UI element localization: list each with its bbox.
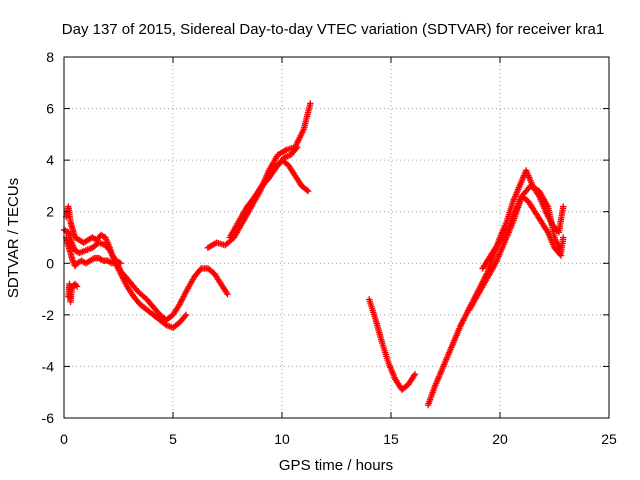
- series-pass-4: [65, 280, 81, 306]
- data-point: [557, 252, 565, 259]
- data-point: [411, 370, 419, 378]
- plot-frame: [63, 56, 610, 419]
- series-pass-3: [62, 234, 124, 270]
- data-points: [60, 100, 567, 409]
- data-point: [72, 282, 80, 289]
- data-point: [98, 256, 105, 264]
- y-tick-label: -2: [42, 307, 55, 323]
- data-point: [304, 187, 312, 195]
- x-tick-label: 5: [169, 431, 177, 447]
- y-tick-label: 2: [46, 204, 54, 220]
- x-tick-label: 10: [274, 431, 290, 447]
- data-point: [182, 311, 190, 319]
- data-point: [181, 312, 189, 320]
- data-point: [294, 144, 301, 151]
- data-point: [560, 234, 567, 241]
- data-point: [292, 145, 300, 152]
- y-tick-label: -6: [42, 410, 55, 426]
- data-point: [560, 203, 567, 210]
- y-tick-label: 6: [46, 101, 54, 117]
- data-point: [281, 147, 289, 154]
- x-tick-label: 15: [383, 431, 399, 447]
- data-point: [73, 283, 81, 290]
- x-tick-label: 0: [60, 431, 68, 447]
- series-pass-8: [366, 296, 419, 393]
- chart-title: Day 137 of 2015, Sidereal Day-to-day VTE…: [62, 21, 604, 38]
- data-point: [117, 260, 124, 267]
- y-tick-label: 0: [46, 255, 54, 271]
- x-axis-label: GPS time / hours: [279, 457, 393, 474]
- series-pass-2: [62, 203, 190, 331]
- data-point: [410, 372, 418, 379]
- x-tick-label: 25: [601, 431, 617, 447]
- y-tick-label: -4: [42, 358, 55, 374]
- y-tick-label: 4: [46, 152, 54, 168]
- data-point: [556, 251, 564, 258]
- axis-ticks: 0 5 10 15 20 25 -6 -4 -2 0 2 4 6 8: [42, 49, 617, 447]
- series-pass-11: [479, 193, 565, 272]
- gridlines: [64, 57, 609, 418]
- data-point: [224, 291, 231, 298]
- data-point: [89, 255, 97, 263]
- data-point: [303, 186, 311, 194]
- data-point: [116, 259, 123, 266]
- y-axis-label: SDTVAR / TECUs: [5, 178, 22, 298]
- data-point: [307, 100, 314, 107]
- data-point: [223, 289, 230, 296]
- series-pass-7: [239, 144, 301, 221]
- x-tick-label: 20: [492, 431, 508, 447]
- y-tick-label: 8: [46, 49, 54, 65]
